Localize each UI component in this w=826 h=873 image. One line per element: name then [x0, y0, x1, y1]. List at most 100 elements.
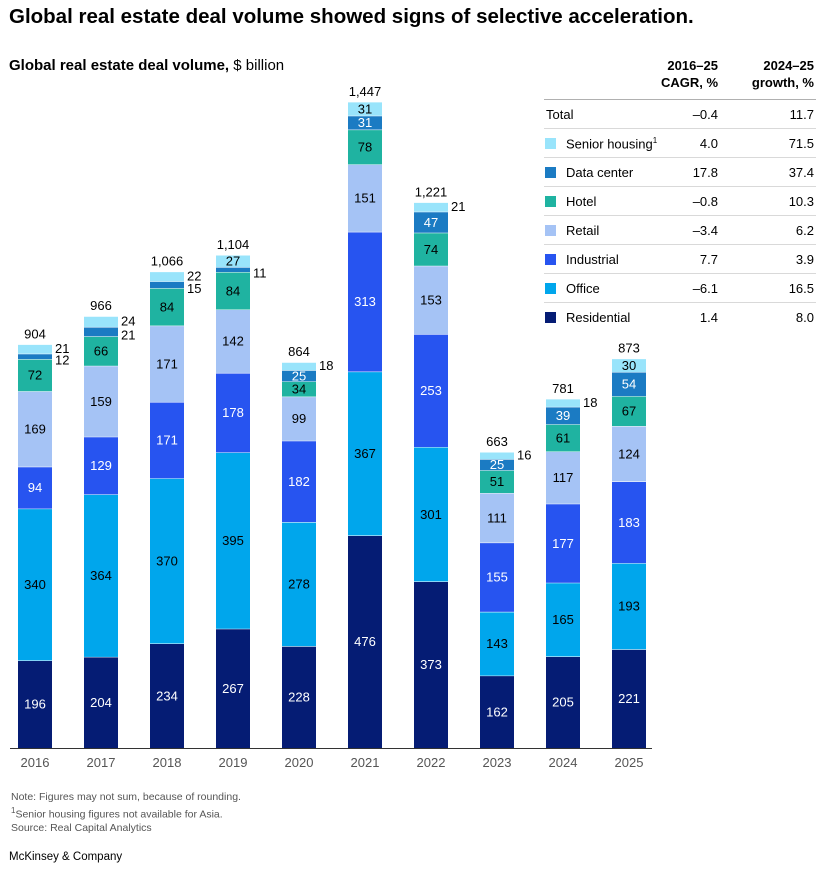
- data-label: 117: [553, 470, 574, 485]
- bar-segment-industrial: [282, 440, 316, 523]
- bar-segment-hotel: [282, 381, 316, 397]
- legend-growth-value: 11.7: [789, 107, 814, 122]
- data-label: 12: [55, 352, 69, 367]
- cagr-header-unit: CAGR, %: [660, 75, 718, 90]
- bar-segment-senior-housing: [84, 316, 118, 327]
- data-label: 18: [583, 395, 597, 410]
- data-label: 177: [552, 536, 574, 551]
- bar-segment-office: [480, 611, 514, 676]
- data-label: 340: [24, 577, 46, 592]
- growth-column-header: 2024–25 growth, %: [752, 57, 814, 91]
- note-rounding: Note: Figures may not sum, because of ro…: [11, 791, 241, 803]
- legend-cagr-value: 4.0: [699, 136, 718, 151]
- data-label: 476: [354, 634, 376, 649]
- bar-segment-office: [414, 447, 448, 582]
- data-label: 171: [156, 356, 178, 371]
- bar-segment-office: [546, 582, 580, 657]
- legend-footnote-mark: 1: [652, 136, 658, 145]
- legend-swatch: [545, 254, 556, 265]
- data-label: 16: [517, 448, 531, 463]
- data-label: 183: [618, 515, 640, 530]
- data-label: 99: [292, 411, 306, 426]
- legend-label: Industrial: [566, 252, 619, 267]
- legend-swatch: [545, 312, 556, 323]
- bar-segment-residential: [84, 656, 118, 748]
- legend-row: Office –6.1 16.5: [544, 273, 816, 302]
- data-label: 155: [486, 570, 508, 585]
- data-label: 18: [319, 358, 333, 373]
- bar-segment-hotel: [348, 129, 382, 165]
- data-label: 84: [226, 283, 240, 298]
- bar-segment-senior-housing: [282, 362, 316, 371]
- data-label: 367: [354, 446, 376, 461]
- legend-cagr-value: –0.4: [692, 107, 718, 122]
- bar-segment-residential: [612, 649, 646, 748]
- bar-segment-retail: [282, 396, 316, 441]
- data-label: 373: [420, 657, 442, 672]
- data-label: 74: [424, 242, 438, 257]
- bar-segment-hotel: [150, 288, 184, 326]
- data-label: 142: [222, 334, 244, 349]
- data-label: 39: [556, 408, 570, 423]
- x-tick-label: 2025: [615, 755, 644, 770]
- bar-segment-senior-housing: [546, 398, 580, 407]
- bar-segment-data-center: [18, 353, 52, 360]
- cagr-header-period: 2016–25: [667, 58, 718, 73]
- data-label: 204: [90, 695, 112, 710]
- bar-segment-data-center: [216, 267, 250, 273]
- legend-label: Total: [546, 107, 574, 122]
- legend-growth-value: 71.5: [788, 136, 814, 151]
- bar-segment-hotel: [612, 396, 646, 427]
- data-label: 25: [292, 368, 306, 383]
- bar-segment-data-center: [480, 459, 514, 471]
- legend-label: Senior housing1: [566, 136, 658, 152]
- data-label: 111: [487, 510, 507, 525]
- x-tick-label: 2021: [351, 755, 380, 770]
- bar-segment-office: [18, 508, 52, 661]
- x-tick-label: 2023: [483, 755, 512, 770]
- bar-segment-hotel: [414, 232, 448, 266]
- growth-header-period: 2024–25: [763, 58, 814, 73]
- growth-header-unit: growth, %: [751, 75, 814, 90]
- bar-segment-hotel: [18, 359, 52, 392]
- bar-total-label: 1,066: [151, 254, 184, 269]
- data-label: 11: [253, 266, 267, 281]
- bar-segment-industrial: [150, 401, 184, 479]
- data-label: 151: [354, 191, 376, 206]
- bar-segment-senior-housing: [216, 255, 250, 268]
- x-tick-label: 2018: [153, 755, 182, 770]
- data-label: 193: [618, 599, 640, 614]
- data-label: 78: [358, 140, 372, 155]
- chart-subtitle-bold: Global real estate deal volume,: [9, 57, 230, 74]
- bar-segment-retail: [546, 451, 580, 504]
- bar-total-label: 1,104: [217, 237, 250, 252]
- legend-growth-value: 16.5: [788, 281, 814, 296]
- bar-segment-data-center: [150, 281, 184, 289]
- data-label: 21: [121, 328, 135, 343]
- bar-segment-retail: [216, 309, 250, 373]
- data-label: 253: [420, 383, 442, 398]
- legend-label: Office: [566, 281, 600, 296]
- bar-segment-senior-housing: [414, 202, 448, 212]
- bar-segment-senior-housing: [612, 358, 646, 373]
- legend-rows: Total –0.4 11.7 Senior housing1 4.0 71.5 Data …: [544, 99, 816, 331]
- bar-segment-retail: [348, 164, 382, 232]
- data-label: 205: [552, 695, 574, 710]
- chart-notes: Note: Figures may not sum, because of ro…: [11, 791, 241, 835]
- chart-subtitle: Global real estate deal volume, $ billio…: [9, 57, 284, 74]
- legend-swatch: [545, 283, 556, 294]
- bar-segment-office: [612, 563, 646, 650]
- bar-segment-retail: [84, 365, 118, 437]
- data-label: 21: [451, 199, 465, 214]
- bar-segment-data-center: [414, 211, 448, 233]
- data-label: 182: [288, 474, 310, 489]
- data-label: 169: [24, 421, 46, 436]
- bar-segment-residential: [282, 646, 316, 748]
- bar-segment-office: [150, 478, 184, 644]
- x-tick-label: 2016: [21, 755, 50, 770]
- legend-growth-value: 6.2: [795, 223, 814, 238]
- bar-segment-data-center: [612, 372, 646, 397]
- data-label: 171: [156, 433, 178, 448]
- bar-segment-senior-housing: [18, 344, 52, 354]
- legend-row: Hotel –0.8 10.3: [544, 186, 816, 215]
